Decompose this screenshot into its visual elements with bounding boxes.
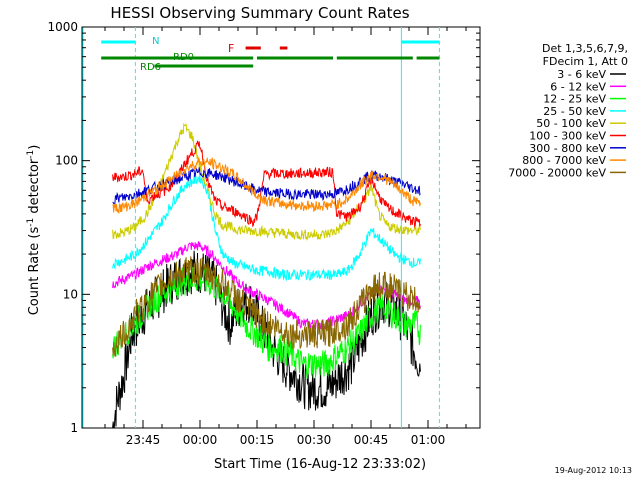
legend-header-line1: Det 1,3,5,6,7,9, [542, 42, 628, 55]
y-tick-label: 10 [63, 287, 78, 301]
legend-label: 12 - 25 keV [543, 93, 606, 106]
series-line-5 [112, 122, 421, 241]
series-line-8 [112, 156, 421, 215]
series-line-1 [112, 250, 421, 429]
annotation-rd0: RD0 [173, 52, 194, 63]
x-tick-label: 00:45 [354, 433, 389, 447]
y-axis-label-end: ) [27, 145, 42, 150]
annotation-rd6: RD6 [140, 62, 161, 73]
y-axis-label-mid: detector [27, 158, 42, 218]
series-line-9 [112, 256, 421, 357]
x-tick-label: 23:45 [126, 433, 161, 447]
legend-label: 25 - 50 keV [543, 105, 606, 118]
x-axis-label: Start Time (16-Aug-12 23:33:02) [214, 457, 426, 472]
status-bars [82, 27, 440, 428]
y-tick-label: 1000 [47, 20, 78, 34]
y-axis-label-main: Count Rate (s [27, 227, 42, 316]
x-tick-label: 00:00 [183, 433, 218, 447]
footer-date: 19-Aug-2012 10:13 [555, 466, 632, 475]
y-tick-label: 1 [70, 421, 78, 435]
x-tick-label: 00:30 [297, 433, 332, 447]
y-tick-label: 100 [55, 154, 78, 168]
legend-label: 800 - 7000 keV [522, 154, 606, 167]
legend-label: 7000 - 20000 keV [508, 166, 606, 179]
y-axis-label-sup1: -1 [26, 218, 36, 227]
series-line-7 [112, 167, 421, 205]
series-line-2 [112, 241, 421, 330]
y-axis-label-sup2: -1 [26, 150, 36, 159]
plot-area [81, 26, 481, 429]
x-tick-label: 00:15 [240, 433, 275, 447]
chart-title: HESSI Observing Summary Count Rates [110, 4, 409, 22]
series-layer [112, 122, 421, 429]
axes: 1 10 100 1000 23:45 00:00 00:15 00:30 00:45 01:00 [47, 20, 480, 447]
legend-header-line2: FDecim 1, Att 0 [543, 55, 628, 68]
legend-label: 100 - 300 keV [529, 130, 606, 143]
legend-label: 50 - 100 keV [536, 117, 606, 130]
series-line-4 [112, 172, 421, 282]
legend-label: 6 - 12 keV [550, 80, 606, 93]
annotation-f: F [228, 42, 234, 55]
annotation-n: N [152, 36, 159, 47]
plot-border [81, 26, 481, 429]
y-axis-label: Count Rate (s-1 detector-1) [26, 145, 42, 316]
legend-label: 3 - 6 keV [557, 68, 606, 81]
x-tick-label: 01:00 [411, 433, 446, 447]
legend-label: 300 - 800 keV [529, 142, 606, 155]
